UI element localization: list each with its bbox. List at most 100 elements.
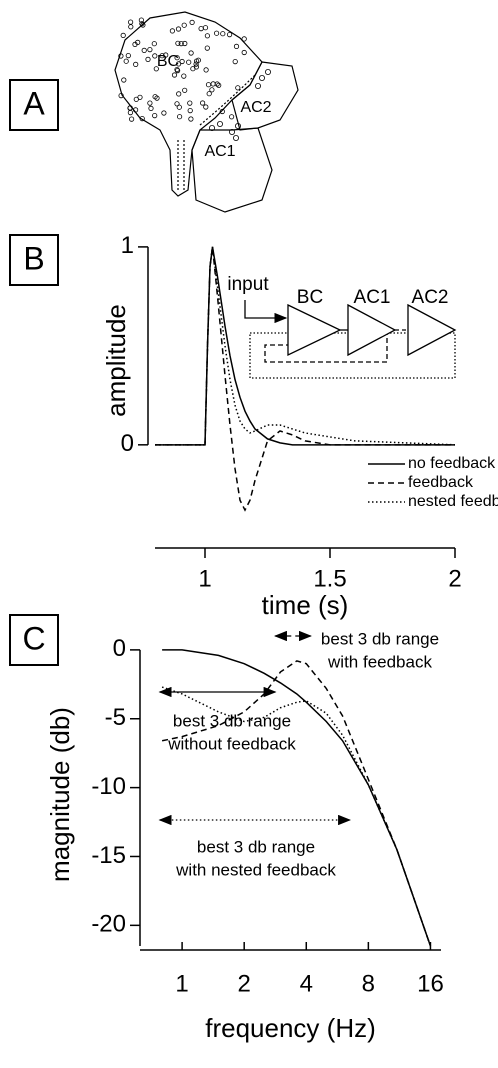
cell-dot <box>203 67 209 73</box>
cell-dot <box>227 31 233 38</box>
cell-dot <box>195 57 201 63</box>
cell-dot <box>189 19 195 25</box>
stage <box>287 303 342 357</box>
panel-label: A <box>23 85 45 121</box>
cell-dot <box>121 77 127 83</box>
y-axis-label: magnitude (db) <box>45 707 75 882</box>
series-line <box>161 660 432 947</box>
cell-dot <box>181 73 187 79</box>
annotation: best 3 db range <box>173 711 291 730</box>
cell-dot <box>159 53 165 59</box>
cell-dot <box>118 93 124 99</box>
cell-dot <box>148 105 154 112</box>
cell-dot <box>241 49 247 56</box>
inset-label: input <box>227 274 269 295</box>
y-tick-label: -15 <box>91 842 126 869</box>
cell-dot <box>133 96 139 102</box>
panel-label: C <box>22 620 45 656</box>
cell-dot <box>206 91 212 97</box>
cell-dot <box>200 100 206 106</box>
cell-dot <box>125 52 131 59</box>
cell-dot <box>127 110 133 116</box>
cell-dot <box>209 87 215 93</box>
x-tick-label: 2 <box>238 970 251 997</box>
cell-dot <box>163 52 169 58</box>
cell-dot <box>174 55 180 61</box>
cell-dot <box>205 82 212 88</box>
cell-dot <box>175 40 181 46</box>
cell-dot <box>254 83 261 90</box>
cell-dot <box>151 41 157 47</box>
cell-dot <box>198 25 204 32</box>
region-label: AC1 <box>204 143 235 160</box>
cell-dot <box>181 22 187 28</box>
cell-dot <box>216 121 223 128</box>
cell-dot <box>188 116 194 122</box>
cell-dot <box>175 26 182 32</box>
cell-dot <box>264 69 271 76</box>
cell-dot <box>182 87 188 93</box>
annotation: with feedback <box>327 652 432 671</box>
cell-dot <box>177 114 183 120</box>
cell-dot <box>152 53 158 59</box>
x-axis-label: time (s) <box>262 590 349 620</box>
legend-label: feedback <box>408 474 474 491</box>
y-tick-label: 0 <box>121 430 134 457</box>
inset-label: AC1 <box>354 287 391 308</box>
cell-dot <box>171 72 178 78</box>
legend-label: no feedback <box>408 455 496 472</box>
cell-dot <box>161 110 167 116</box>
cell-dot <box>208 125 215 132</box>
cell-dot <box>228 128 235 135</box>
input-arrow <box>244 300 288 324</box>
cell-dot <box>187 108 193 114</box>
cell-dot <box>187 100 193 106</box>
cell-dot <box>169 28 175 34</box>
cell-dot <box>220 31 226 37</box>
region-label: AC2 <box>240 99 271 116</box>
cell-dot <box>138 17 144 23</box>
cell-dot <box>176 61 182 67</box>
cell-dot <box>174 67 180 73</box>
x-tick-label: 2 <box>448 565 461 592</box>
x-tick-label: 1 <box>175 970 188 997</box>
series-line <box>162 649 432 947</box>
annotation: best 3 db range <box>321 629 439 648</box>
annotation: with nested feedback <box>175 860 336 879</box>
y-axis-label: amplitude <box>101 304 131 417</box>
cell-dot <box>118 53 124 59</box>
cell-dot <box>127 105 133 111</box>
cell-dot <box>133 107 139 113</box>
cell-dot <box>232 58 238 65</box>
cell-dot <box>152 94 158 100</box>
cell-dot <box>145 56 151 63</box>
feedback-loop <box>264 330 388 363</box>
x-tick-label: 8 <box>362 970 375 997</box>
panel-box <box>9 614 59 666</box>
y-tick-label: 1 <box>121 232 134 259</box>
cell-dot <box>133 61 139 68</box>
cell-dot <box>233 43 240 50</box>
anatomy <box>114 11 299 213</box>
cell-dot <box>140 22 146 28</box>
cell-dot <box>176 104 182 110</box>
x-tick-label: 4 <box>300 970 313 997</box>
cell-dot <box>203 104 209 110</box>
y-tick-label: -10 <box>91 773 126 800</box>
cell-dot <box>139 21 145 27</box>
cell-dot <box>129 116 135 122</box>
cell-dot <box>204 33 210 39</box>
region-label: BC <box>157 53 179 70</box>
x-tick-label: 1 <box>198 565 211 592</box>
circuit <box>244 300 457 379</box>
cell-dot <box>193 64 199 70</box>
stage <box>347 303 397 357</box>
cell-dots <box>118 17 271 141</box>
cell-dot <box>258 75 265 82</box>
cell-dot <box>241 36 247 42</box>
x-tick-label: 16 <box>417 970 444 997</box>
panel-box <box>9 79 59 131</box>
stage <box>407 303 457 357</box>
